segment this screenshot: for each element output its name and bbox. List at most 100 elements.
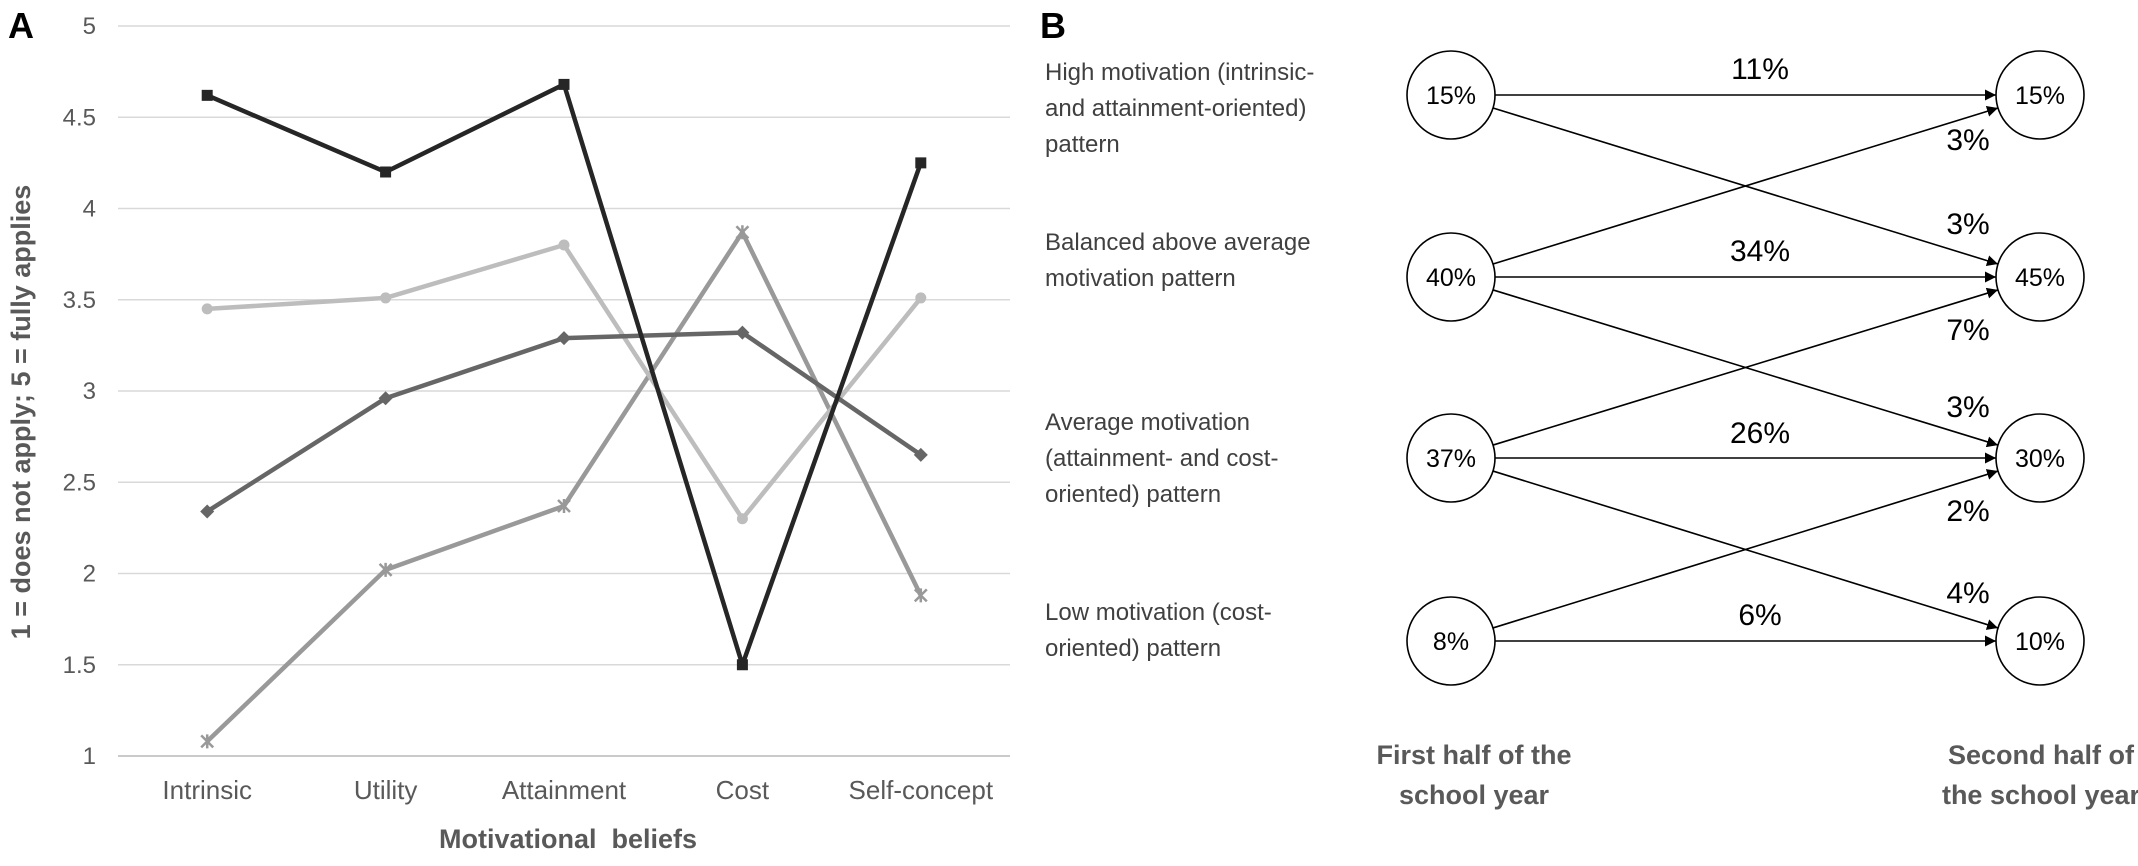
node-circle	[1995, 413, 2085, 503]
y-tick-label: 1	[83, 743, 96, 770]
pattern-node: 37%	[1406, 413, 1496, 503]
transition-flows: 11% 3% 3% 34% 7% 3% 26% 2% 4% 6%	[1492, 53, 1999, 647]
data-point	[201, 303, 213, 315]
y-axis-title: 1 = does not apply; 5 = fully applies	[6, 185, 36, 640]
text-line: Second half of	[1948, 740, 2135, 770]
y-tick-label: 2	[83, 561, 96, 588]
pattern-labels: High motivation (intrinsic-and attainmen…	[1045, 59, 1314, 662]
pattern-node: 45%	[1995, 232, 2085, 322]
data-point	[913, 447, 928, 462]
text-line: motivation pattern	[1045, 265, 1236, 292]
text-line: High motivation (intrinsic-	[1045, 59, 1314, 86]
data-point	[915, 157, 927, 169]
flow-label: 3%	[1946, 391, 1989, 424]
data-point	[201, 89, 213, 101]
pattern-node: 15%	[1406, 50, 1496, 140]
pattern-node: 40%	[1406, 232, 1496, 322]
panel-b-label: B	[1040, 5, 1066, 46]
x-axis-title: Motivational beliefs	[439, 824, 697, 854]
data-point	[557, 498, 571, 513]
y-tick-label: 3	[83, 378, 96, 405]
y-tick-label: 4.5	[63, 104, 96, 131]
node-circle	[1406, 50, 1496, 140]
panel-a-label: A	[8, 5, 34, 46]
pattern-label: Balanced above average motivation pattern	[1045, 229, 1311, 292]
flow-arrow	[1492, 469, 1999, 629]
text-line: First half of the	[1377, 740, 1572, 770]
first-half-label: First half of the school year	[1377, 740, 1572, 810]
node-circle	[1406, 596, 1496, 686]
text-line: Low motivation (cost-	[1045, 599, 1272, 626]
x-tick-label: Cost	[716, 775, 770, 805]
time-labels: First half of the school year Second half …	[1377, 740, 2138, 810]
x-tick-label: Intrinsic	[162, 775, 252, 805]
node-circle	[1995, 596, 2085, 686]
y-tick-label: 4	[83, 196, 96, 223]
pattern-node: 8%	[1406, 596, 1496, 686]
node-percentage: 45%	[2015, 264, 2065, 292]
node-circle	[1995, 232, 2085, 322]
node-percentage: 15%	[2015, 82, 2065, 110]
flow-label: 11%	[1731, 53, 1789, 86]
node-circle	[1406, 413, 1496, 503]
node-percentage: 15%	[1426, 82, 1476, 110]
pattern-nodes: 15% 40% 37% 8% 15% 45% 30% 10%	[1406, 50, 2085, 686]
pattern-label: High motivation (intrinsic-and attainmen…	[1045, 59, 1314, 158]
text-line: oriented) pattern	[1045, 481, 1221, 508]
pattern-label: Average motivation (attainment- and cost-…	[1045, 409, 1278, 508]
node-percentage: 40%	[1426, 264, 1476, 292]
y-tick-label: 5	[83, 13, 96, 40]
flow-label: 3%	[1946, 124, 1989, 157]
node-circle	[1995, 50, 2085, 140]
second-half-label: Second half of the school year	[1942, 740, 2138, 810]
transition-diagram-panel: B High motivation (intrinsic-and attainm…	[1040, 5, 2138, 810]
flow-label: 26%	[1730, 417, 1790, 450]
y-tick-label: 1.5	[63, 652, 96, 679]
node-circle	[1406, 232, 1496, 322]
flow-label: 3%	[1946, 208, 1989, 241]
line-chart-panel: A 1 1.5 2 2.5 3 3.5 4 4.5 5 Intrinsic Utility Atta…	[6, 5, 1010, 854]
data-point	[735, 225, 750, 240]
text-line: the school year	[1942, 780, 2138, 810]
data-point	[200, 734, 215, 749]
y-tick-label: 2.5	[63, 469, 96, 496]
flow-label: 4%	[1946, 577, 1989, 610]
y-tick-label: 3.5	[63, 287, 96, 314]
text-line: (attainment- and cost-	[1045, 445, 1278, 472]
data-point	[378, 391, 393, 406]
text-line: school year	[1399, 780, 1550, 810]
x-tick-label: Utility	[354, 775, 418, 805]
data-point	[380, 292, 392, 304]
x-tick-label: Self-concept	[849, 775, 994, 805]
series	[201, 239, 927, 525]
data-point	[913, 588, 928, 603]
series	[200, 325, 928, 519]
data-point	[735, 325, 750, 340]
data-point	[915, 292, 927, 304]
x-axis-categories: Intrinsic Utility Attainment Cost Self-conce…	[162, 775, 993, 805]
flow-arrow	[1492, 287, 1999, 446]
series	[201, 78, 927, 671]
text-line: and attainment-oriented)	[1045, 95, 1307, 122]
node-percentage: 10%	[2015, 628, 2065, 656]
pattern-node: 30%	[1995, 413, 2085, 503]
series-group	[200, 78, 928, 749]
text-line: Average motivation	[1045, 409, 1250, 436]
data-point	[200, 504, 215, 519]
data-point	[736, 513, 748, 525]
data-point	[557, 331, 571, 346]
data-point	[378, 562, 393, 577]
text-line: Balanced above average	[1045, 229, 1311, 256]
data-point	[736, 659, 748, 671]
data-point	[558, 239, 570, 251]
data-point	[558, 78, 570, 90]
flow-label: 34%	[1730, 235, 1790, 268]
text-line: pattern	[1045, 131, 1120, 158]
node-percentage: 37%	[1426, 445, 1476, 473]
pattern-node: 15%	[1995, 50, 2085, 140]
flow-label: 6%	[1738, 599, 1781, 632]
pattern-label: Low motivation (cost-oriented) pattern	[1045, 599, 1272, 662]
node-percentage: 30%	[2015, 445, 2065, 473]
x-tick-label: Attainment	[502, 775, 627, 805]
